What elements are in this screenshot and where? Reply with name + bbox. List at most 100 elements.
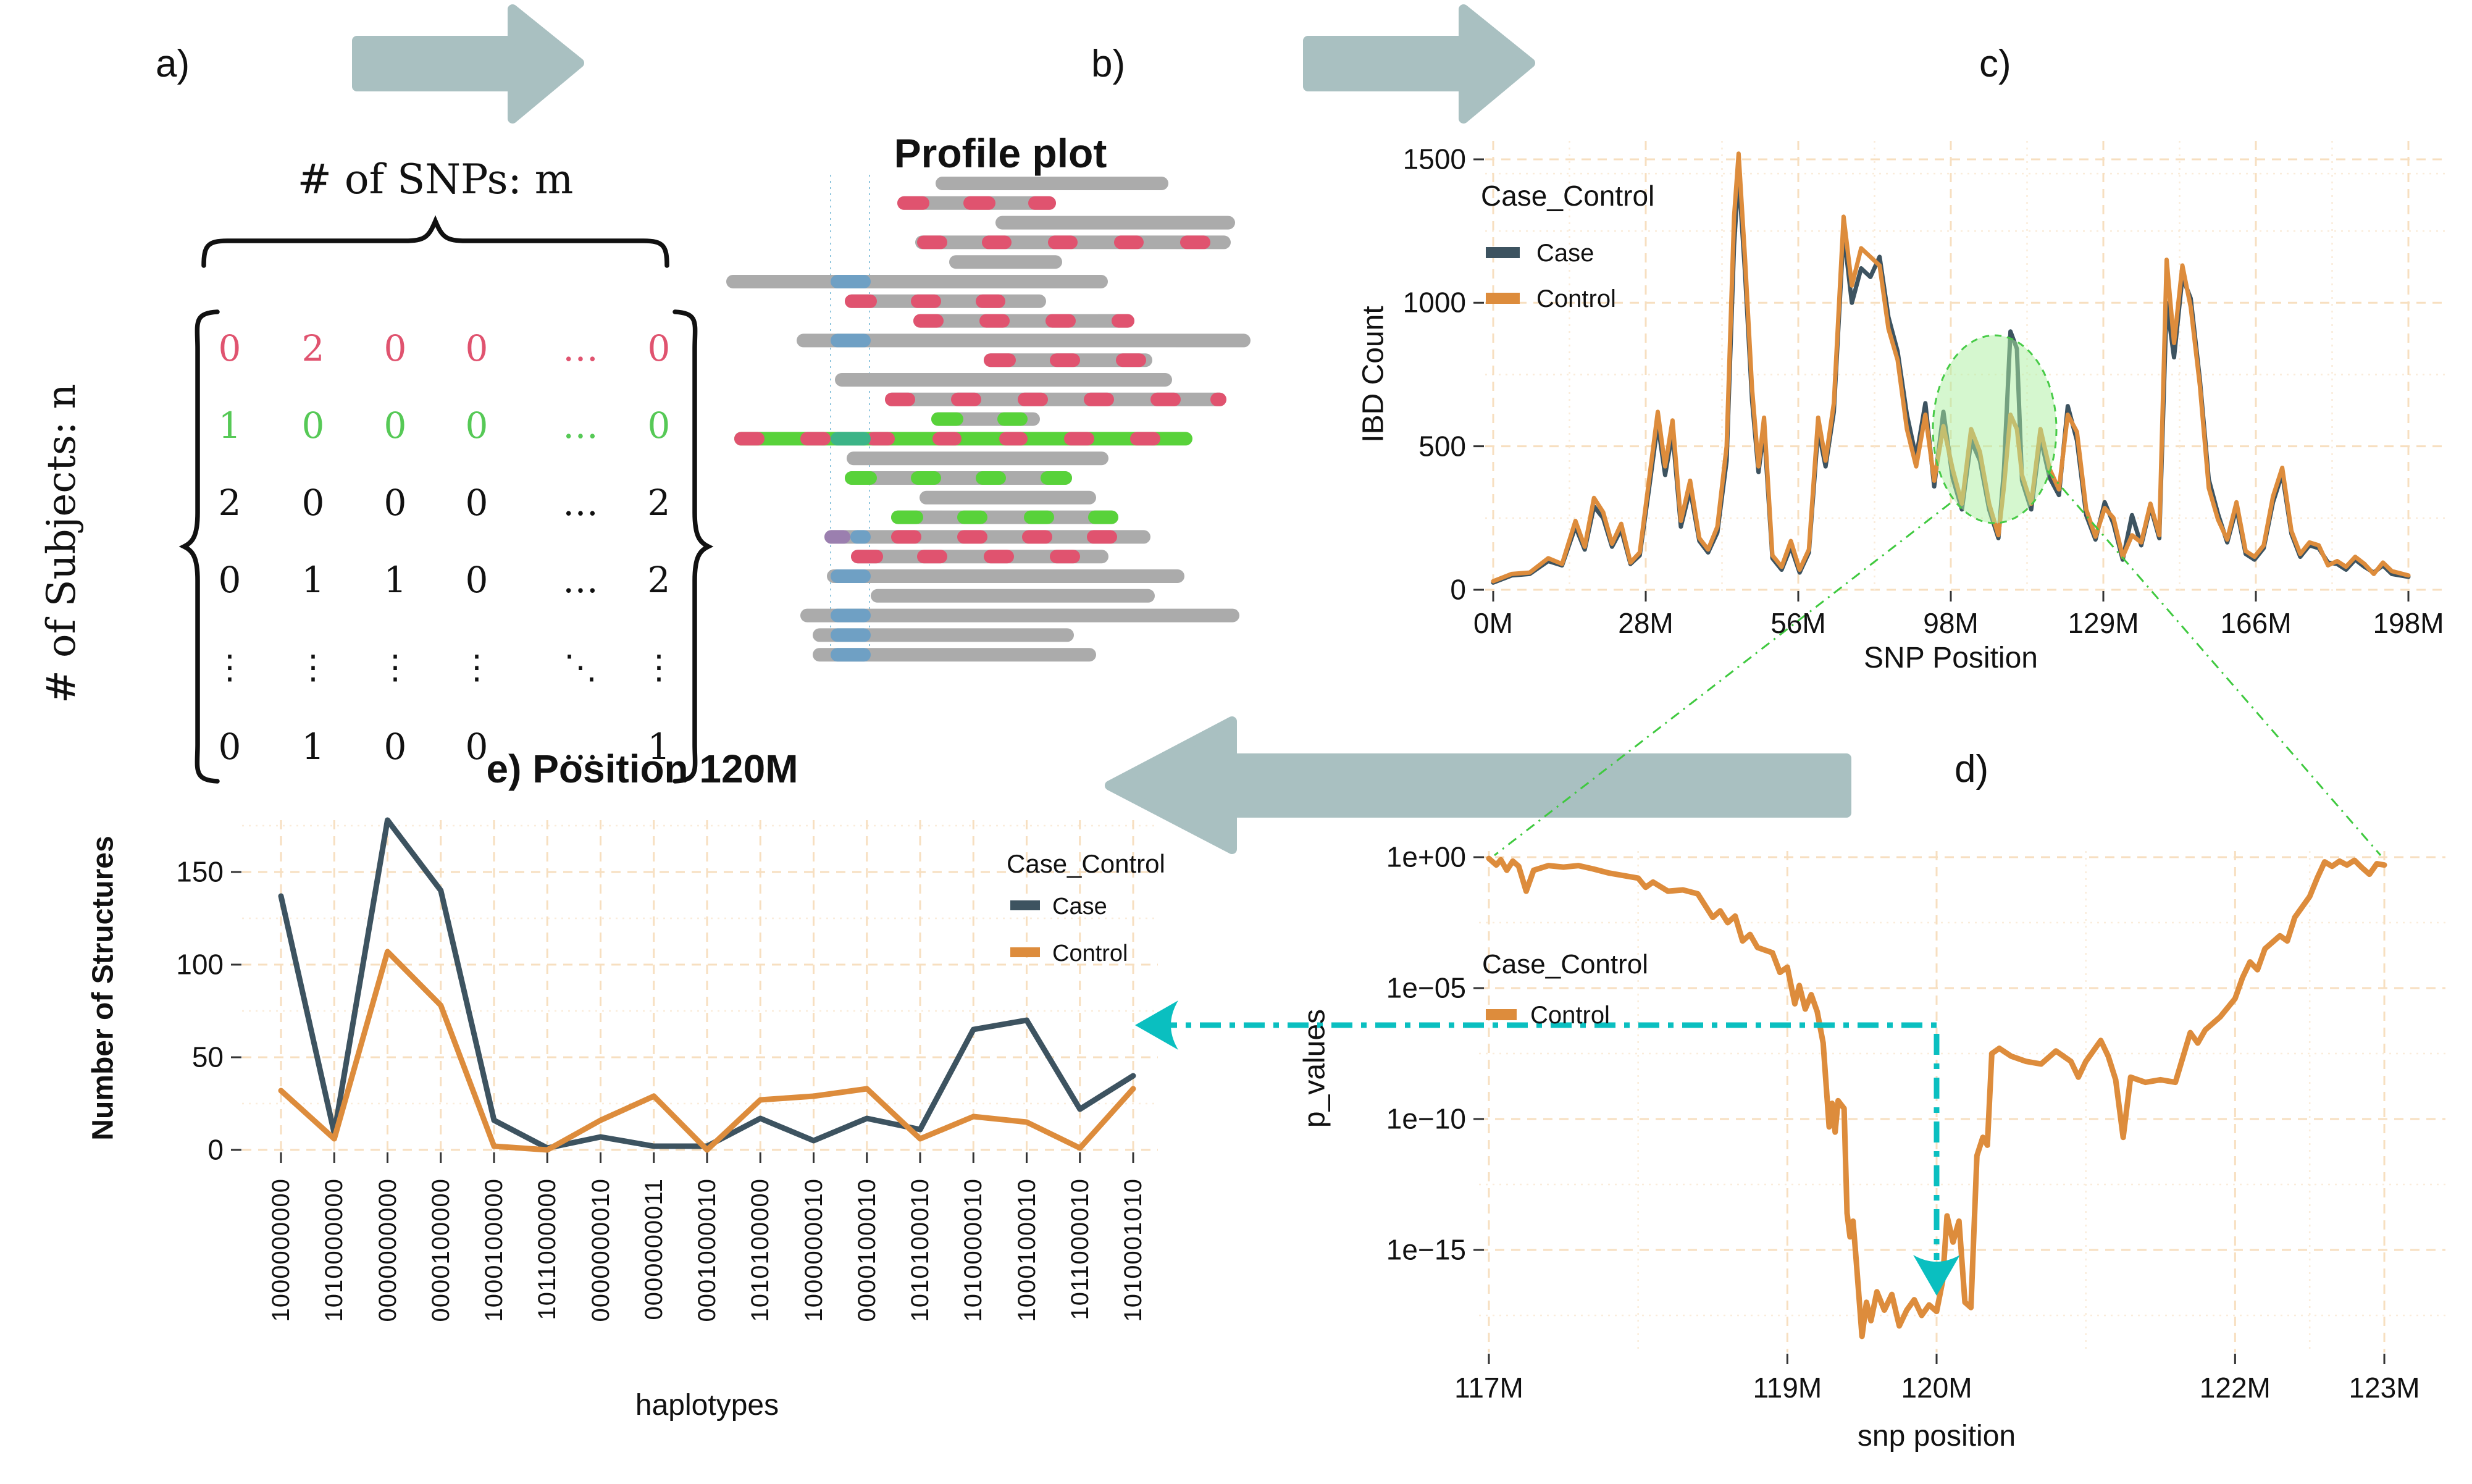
matrix-cell: … [563, 726, 598, 768]
panel-b-label: b) [1091, 43, 1126, 85]
profile-bar-segment-b [850, 530, 871, 544]
profile-bar-segment-G [1088, 510, 1118, 524]
panel-a-label: a) [156, 43, 190, 85]
c-x-tick-label: 166M [2220, 607, 2292, 639]
e-haplotype-label: 1000100010 [1013, 1178, 1041, 1322]
profile-bar-segment-r [1028, 196, 1056, 210]
e-ylabel: Number of Structures [86, 836, 120, 1141]
profile-bar-segment-b [831, 628, 871, 642]
data-line [278, 949, 1136, 1153]
matrix-cell: 0 [383, 482, 407, 524]
c-x-tick-label: 129M [2068, 607, 2139, 639]
d-x-tick-label: 122M [2199, 1372, 2271, 1404]
profile-bar-segment-r [999, 432, 1028, 446]
d-y-tick-label: 1e+00 [1386, 841, 1466, 873]
profile-bar-segment-r [897, 196, 929, 210]
e-y-tick-label: 100 [176, 948, 224, 981]
c-x-tick-label: 0M [1473, 607, 1513, 639]
profile-bar-segment-G [911, 471, 941, 485]
legend-swatch-case [1010, 900, 1040, 910]
e-haplotype-label: 1011000010 [1066, 1178, 1094, 1320]
e-haplotype-label: 0000100000 [427, 1178, 455, 1322]
matrix-cell: 0 [383, 405, 407, 447]
matrix-cell: … [563, 405, 598, 447]
e-haplotype-label: 0001000010 [693, 1178, 721, 1322]
matrix-cell: 0 [218, 726, 241, 768]
profile-bar [995, 216, 1235, 230]
d-x-tick-label: 123M [2348, 1372, 2420, 1404]
matrix-cell: 0 [218, 559, 241, 602]
e-y-tick-label: 0 [207, 1133, 224, 1166]
matrix-cell: 2 [218, 482, 241, 524]
profile-bar-segment-r [1064, 432, 1094, 446]
matrix-cell: 0 [218, 327, 241, 370]
profile-bar [949, 255, 1062, 269]
profile-bar-segment-r [951, 392, 981, 406]
teal-guide-line [1156, 1022, 1940, 1260]
c-legend-item-control: Control [1536, 285, 1616, 312]
d-y-tick-label: 1e−05 [1386, 971, 1466, 1004]
matrix-cell: 1 [301, 726, 325, 768]
e-haplotype-label: 1010100000 [747, 1178, 774, 1322]
matrix-cell: ⋮ [379, 647, 412, 687]
e-haplotype-label: 1011000000 [534, 1178, 561, 1320]
profile-bar-segment-r [800, 432, 831, 446]
zoom-connector-left [1494, 502, 1951, 857]
matrix-cell: 2 [647, 482, 671, 524]
profile-bar-segment-b [831, 569, 871, 583]
flow-arrow [352, 4, 584, 124]
c-y-tick-label: 1500 [1402, 143, 1466, 175]
panel-d-label: d) [1955, 748, 1989, 790]
profile-bar-segment-G [997, 412, 1028, 426]
profile-bar-segment-r [963, 196, 995, 210]
matrix-cell: 2 [647, 559, 671, 602]
c-x-tick-label: 98M [1923, 607, 1979, 639]
profile-bar-segment-G [931, 412, 963, 426]
e-xlabel: haplotypes [635, 1389, 779, 1422]
matrix-cell: 0 [647, 405, 671, 447]
profile-bar [835, 373, 1172, 387]
profile-bar [851, 550, 1108, 564]
profile-bar-segment-r [982, 235, 1012, 249]
panel-c-label: c) [1979, 43, 2011, 85]
profile-bar-segment-r [1180, 235, 1210, 249]
profile-bar [797, 333, 1251, 348]
e-haplotype-label: 1010001010 [1120, 1178, 1147, 1322]
e-y-tick-label: 150 [176, 855, 224, 888]
profile-bar-segment-r [911, 294, 941, 308]
profile-bar-segment-r [885, 392, 915, 406]
highlight-ellipse [1932, 334, 2058, 524]
legend-swatch-control [1486, 1009, 1517, 1020]
profile-bar-segment-G [976, 471, 1006, 485]
profile-bar-segment-r [734, 432, 765, 446]
profile-bar [813, 628, 1074, 642]
profile-bar-segment-r [913, 314, 944, 328]
profile-bar-segment-G [1041, 471, 1072, 485]
matrix-cell: 0 [465, 559, 488, 602]
left-brace [178, 309, 220, 784]
profile-bar-segment-r [1210, 392, 1226, 406]
e-haplotype-label: 0000100010 [853, 1178, 881, 1322]
c-y-tick-label: 1000 [1402, 287, 1466, 319]
e-haplotype-label: 0000000010 [587, 1178, 614, 1322]
profile-bar-segment-G [957, 510, 987, 524]
matrix-cell: 2 [301, 327, 325, 370]
e-legend-item-control: Control [1052, 941, 1128, 966]
legend-swatch-control [1010, 947, 1040, 957]
matrix-cell: 1 [647, 726, 671, 768]
d-legend-item-control: Control [1530, 1002, 1610, 1029]
data-line [1486, 855, 2387, 1339]
matrix-cell: 0 [465, 327, 488, 370]
profile-bar [813, 648, 1096, 662]
top-brace [201, 215, 669, 268]
profile-bar-segment-r [979, 314, 1010, 328]
profile-bar-segment-r [957, 530, 987, 544]
matrix-cell: 0 [301, 405, 325, 447]
d-y-tick-label: 1e−15 [1386, 1233, 1466, 1266]
profile-bar-segment-r [1022, 530, 1052, 544]
e-haplotype-label: 1000000010 [800, 1178, 827, 1322]
profile-bar [726, 275, 1108, 288]
profile-bar-segment-r [1050, 353, 1080, 367]
profile-bar-segment-r [1150, 392, 1181, 406]
